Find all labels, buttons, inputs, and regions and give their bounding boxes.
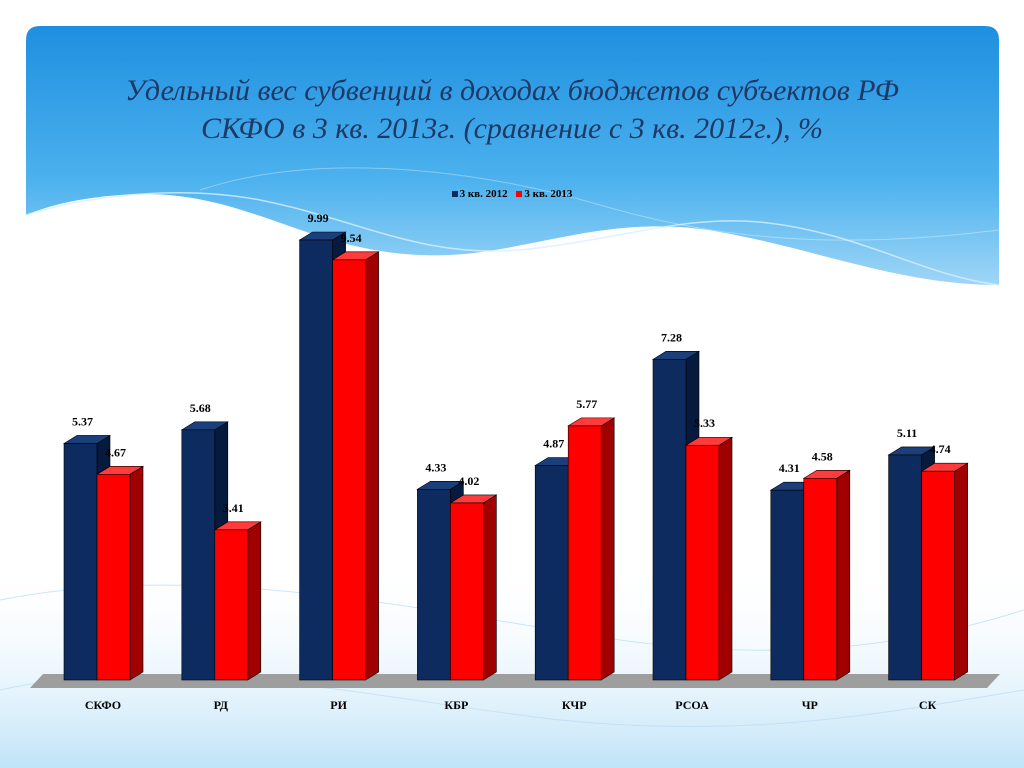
bar-front-5-0 [652, 359, 687, 681]
bar-side-5-1 [718, 436, 733, 681]
bar-front-7-0 [888, 454, 922, 681]
category-label-2: РИ [330, 698, 347, 712]
data-label-7-1: 4.74 [930, 442, 951, 456]
chart-floor [30, 674, 1000, 688]
category-label-1: РД [214, 698, 229, 712]
data-label-1-1: 3.41 [223, 501, 244, 515]
data-label-3-0: 4.33 [425, 460, 446, 474]
bar-front-0-0 [63, 443, 98, 681]
bar-front-4-0 [534, 465, 569, 681]
data-label-2-1: 9.54 [341, 231, 362, 245]
bar-front-0-1 [96, 474, 131, 681]
bar-front-1-0 [181, 429, 216, 681]
bar-side-2-1 [365, 251, 379, 681]
data-label-7-0: 5.11 [897, 426, 917, 440]
bar-side-6-1 [836, 469, 851, 681]
slide-title-line-1: Удельный вес субвенций в доходах бюджето… [125, 74, 899, 107]
data-label-2-0: 9.99 [308, 211, 329, 225]
bar-front-7-1 [921, 470, 955, 681]
bar-3-1 [449, 494, 498, 681]
legend-label-2013: 3 кв. 2013 [524, 188, 573, 200]
bar-front-6-1 [803, 477, 838, 681]
bar-side-7-1 [954, 462, 968, 681]
bar-front-3-1 [450, 502, 484, 681]
bar-front-5-1 [685, 444, 720, 681]
data-label-3-1: 4.02 [458, 474, 479, 488]
data-label-5-0: 7.28 [661, 330, 682, 344]
bar-7-1 [920, 462, 969, 681]
legend-item-2012: 3 кв. 2012 [451, 188, 508, 200]
bar-4-1 [567, 417, 616, 681]
slide-title: Удельный вес субвенций в доходах бюджето… [60, 72, 964, 148]
chart-legend: 3 кв. 2012 3 кв. 2013 [0, 188, 1024, 200]
bar-side-3-1 [483, 494, 497, 681]
slide-title-line-2: СКФО в 3 кв. 2013г. (сравнение с 3 кв. 2… [201, 112, 823, 145]
bar-2-1 [331, 251, 380, 681]
data-label-5-1: 5.33 [694, 416, 715, 430]
data-label-4-0: 4.87 [543, 437, 564, 451]
legend-item-2013: 3 кв. 2013 [516, 188, 572, 200]
category-label-5: РСОА [675, 698, 709, 712]
category-label-7: СК [919, 698, 937, 712]
data-label-6-1: 4.58 [812, 449, 833, 463]
data-label-6-0: 4.31 [779, 461, 800, 475]
bar-front-1-1 [214, 529, 249, 681]
category-label-4: КЧР [562, 698, 587, 712]
bar-side-1-1 [247, 521, 262, 681]
bar-front-4-1 [567, 425, 602, 681]
data-label-0-0: 5.37 [72, 414, 93, 428]
data-label-0-1: 4.67 [105, 445, 126, 459]
bar-5-1 [684, 436, 734, 681]
data-label-1-0: 5.68 [190, 401, 211, 415]
data-label-4-1: 5.77 [576, 397, 597, 411]
category-label-0: СКФО [85, 698, 121, 712]
bar-0-1 [95, 465, 145, 681]
category-label-3: КБР [444, 698, 468, 712]
category-label-6: ЧР [802, 698, 818, 712]
bar-1-1 [213, 521, 262, 681]
bar-front-6-0 [770, 489, 805, 681]
legend-label-2012: 3 кв. 2012 [459, 188, 508, 200]
bar-side-4-1 [600, 417, 615, 681]
legend-swatch-2013 [516, 191, 523, 197]
legend-swatch-2012 [451, 191, 458, 197]
bar-side-0-1 [129, 465, 144, 681]
bar-front-2-0 [299, 239, 333, 681]
bar-front-2-1 [332, 259, 366, 681]
bar-6-1 [802, 469, 851, 681]
bar-front-3-0 [417, 488, 451, 681]
